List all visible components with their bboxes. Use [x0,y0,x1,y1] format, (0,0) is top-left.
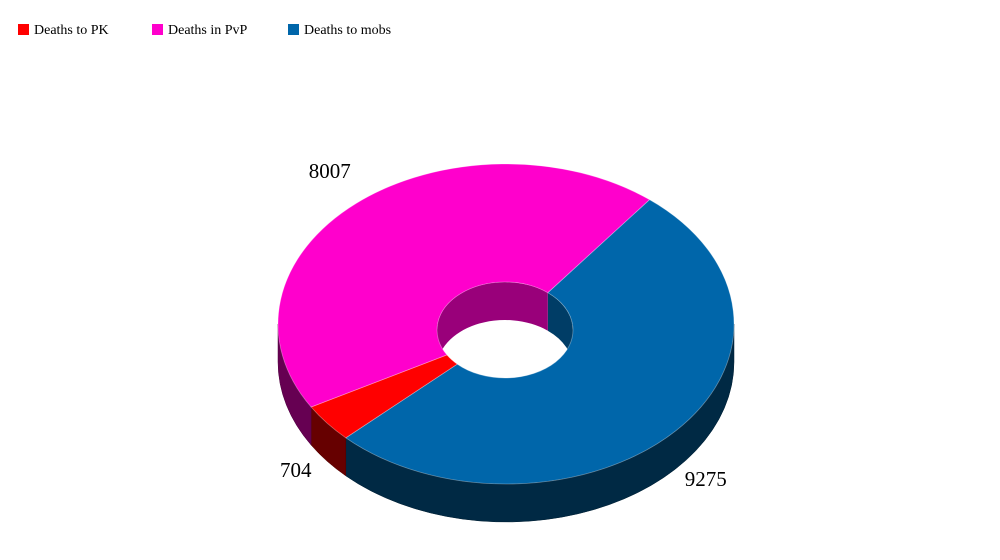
value-label: 9275 [685,467,727,491]
donut-slice [277,163,651,408]
donut-slice [345,199,735,485]
inner-wall [547,292,573,368]
legend-swatch [152,24,163,35]
legend-swatch [18,24,29,35]
legend-swatch [288,24,299,35]
legend-entry: Deaths to PK [34,23,109,38]
donut-slice [310,354,458,439]
legend-entry: Deaths in PvP [168,23,248,38]
legend-entry: Deaths to mobs [304,23,391,38]
slices [277,163,735,485]
side-walls [277,282,735,523]
value-labels: 9275 704 8007 [280,159,727,491]
inner-wall [437,282,548,368]
value-label: 8007 [309,159,351,183]
value-label: 704 [280,458,312,482]
legend: Deaths to PK Deaths in PvP Deaths to mobs [18,23,391,38]
